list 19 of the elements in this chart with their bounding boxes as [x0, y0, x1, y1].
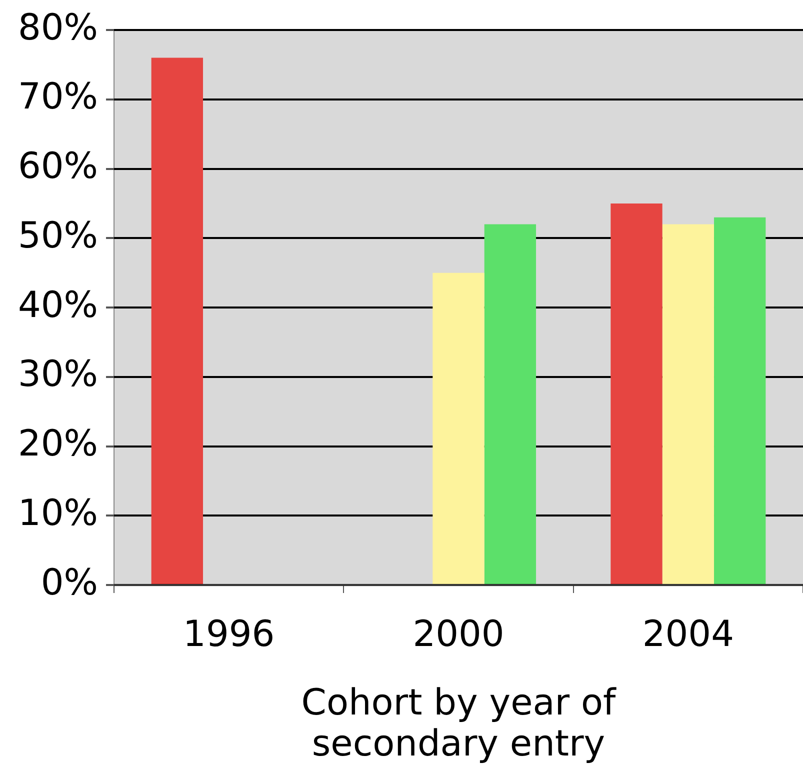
bar: [432, 272, 484, 584]
bar: [151, 58, 204, 584]
bar: [714, 217, 766, 584]
y-tick-label: 20%: [18, 424, 98, 465]
y-tick-label: 70%: [18, 76, 98, 118]
y-tick-label: 10%: [18, 492, 98, 534]
x-axis-title: Cohort by year of secondary entry: [301, 682, 618, 765]
x-tick-label: 2004: [642, 614, 734, 655]
x-tick-label: 1996: [183, 614, 275, 655]
y-tick-label: 40%: [18, 284, 98, 326]
y-tick-label: 30%: [18, 354, 98, 396]
bar: [662, 224, 714, 584]
x-tick-label: 2000: [412, 614, 504, 655]
y-tick-label: 80%: [18, 7, 98, 48]
bar: [484, 224, 536, 584]
y-tick-label: 0%: [40, 562, 98, 604]
bar: [610, 203, 662, 584]
y-tick-label: 60%: [18, 146, 98, 188]
y-tick-label: 50%: [18, 215, 98, 256]
